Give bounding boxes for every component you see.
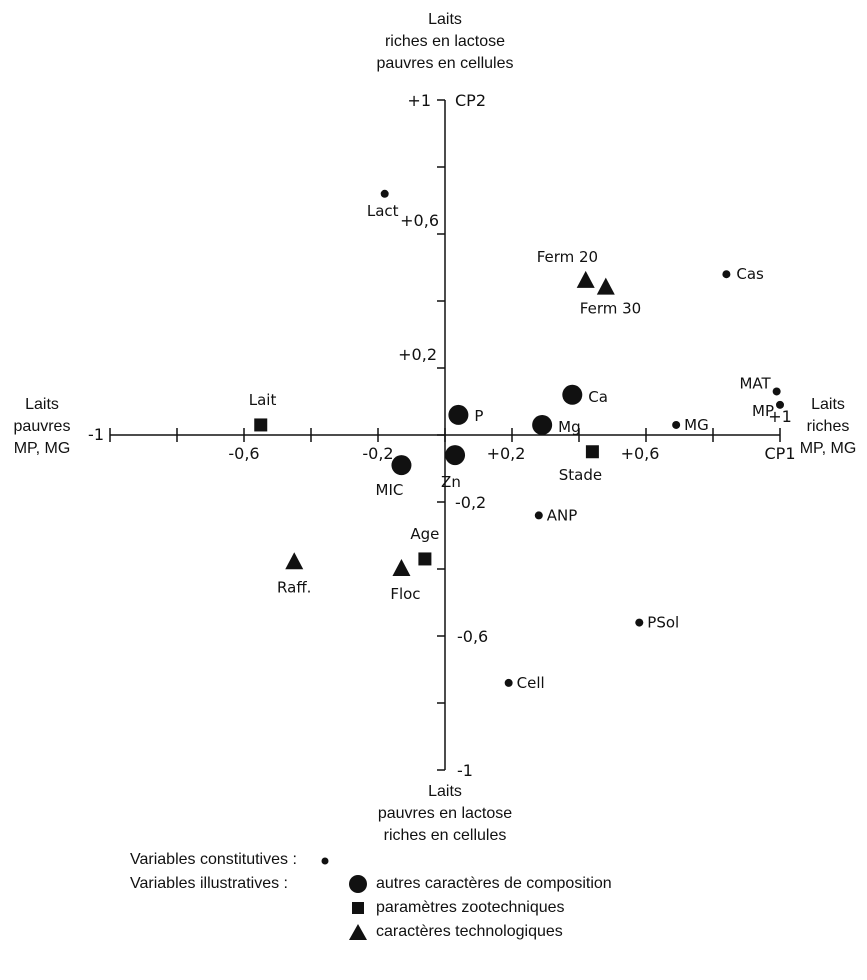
legend-row-composition: Variables illustratives : autres caractè… [130, 872, 730, 896]
legend-item-technological: caractères technologiques [376, 923, 563, 940]
point-raff- [285, 552, 304, 570]
point-label: MAT [739, 374, 771, 392]
top-pole-label: pauvres en cellules [377, 55, 514, 72]
right-pole-label: MP, MG [800, 440, 857, 457]
point-label: Ferm 30 [580, 300, 641, 318]
point-label: Age [410, 525, 439, 543]
right-pole-label: Laits [811, 396, 845, 413]
x-tick-label: -0,6 [228, 444, 259, 463]
tick-labels: -1 -0,6 -0,2 +0,2 +0,6 +1 +1 +0,6 +0,2 -0,2 -0,6 -1… [88, 91, 795, 780]
legend-row-zootechnical: paramètres zootechniques [130, 896, 730, 920]
point-label: Raff. [277, 578, 311, 596]
point-label: MIC [376, 481, 404, 499]
y-tick-label: +1 [407, 91, 431, 110]
top-pole-label: riches en lactose [385, 33, 505, 50]
y-tick-label: +0,2 [398, 345, 437, 364]
point-age [418, 552, 432, 566]
point-ferm-20 [576, 270, 595, 288]
point-label: Zn [441, 473, 461, 491]
point-cas [722, 270, 731, 279]
pole-labels: Laits riches en lactose pauvres en cellule… [14, 11, 857, 840]
legend-item-composition: autres caractères de composition [376, 875, 612, 892]
point-label: Floc [390, 585, 420, 603]
axes [109, 99, 781, 771]
legend-item-zootechnical: paramètres zootechniques [376, 899, 565, 916]
legend-illustrative-label: Variables illustratives : [130, 875, 288, 892]
y-tick-label: +0,6 [400, 211, 439, 230]
point-label: MP [752, 402, 774, 420]
point-floc [392, 559, 411, 576]
legend: Variables constitutives : Variables illu… [130, 848, 730, 944]
bottom-pole-label: riches en cellules [384, 827, 507, 840]
legend-row-technological: caractères technologiques [130, 920, 730, 944]
point-mat [772, 387, 781, 396]
left-pole-label: Laits [25, 396, 59, 413]
point-psol [635, 618, 644, 627]
point-label: Cas [736, 265, 764, 283]
x-tick-label: +0,2 [487, 444, 526, 463]
triangle-icon [349, 924, 367, 940]
point-label: Stade [559, 466, 602, 484]
point-label: P [474, 407, 483, 425]
x-tick-label: +0,6 [621, 444, 660, 463]
point-label: ANP [547, 506, 578, 524]
point-label: Mg [558, 418, 580, 436]
y-tick-label: -0,6 [457, 627, 488, 646]
point-label: Ferm 20 [537, 248, 598, 266]
point-label: Lait [249, 391, 277, 409]
point-label: Ca [588, 388, 608, 406]
bottom-pole-label: pauvres en lactose [378, 805, 512, 822]
square-icon [352, 902, 364, 914]
y-axis-name: CP2 [455, 91, 486, 110]
point-mic [391, 455, 412, 476]
point-lact [380, 189, 389, 198]
point-stade [585, 445, 599, 459]
point-label: PSol [647, 614, 679, 632]
point-mp [776, 400, 784, 409]
point-ca [562, 384, 583, 405]
point-ferm-30 [596, 277, 615, 295]
small-dot-icon [321, 857, 329, 865]
point-p [448, 404, 469, 425]
x-axis-name: CP1 [765, 444, 796, 463]
x-tick-label: -1 [88, 425, 104, 444]
y-tick-label: -1 [457, 761, 473, 780]
legend-constitutive-label: Variables constitutives : [130, 851, 297, 868]
point-mg [532, 414, 553, 435]
left-pole-label: MP, MG [14, 440, 71, 457]
point-label: MG [684, 416, 709, 434]
point-anp [534, 511, 543, 520]
point-cell [504, 678, 513, 687]
data-points: Lact Cas MAT MP MG ANP PSol Cell P Ca Mg MIC Zn Lait S… [249, 189, 784, 692]
top-pole-label: Laits [428, 11, 462, 28]
point-label: Cell [517, 674, 545, 692]
point-zn [445, 445, 466, 466]
left-pole-label: pauvres [14, 418, 71, 435]
right-pole-label: riches [807, 418, 850, 435]
x-tick-label: -0,2 [362, 444, 393, 463]
pca-chart: -1 -0,6 -0,2 +0,2 +0,6 +1 +1 +0,6 +0,2 -0,2 -0,6 -1… [14, 11, 857, 840]
y-tick-label: -0,2 [455, 493, 486, 512]
large-dot-icon [349, 875, 367, 893]
point-label: Lact [367, 202, 399, 220]
point-lait [254, 418, 268, 432]
point-mg [672, 420, 681, 429]
bottom-pole-label: Laits [428, 783, 462, 800]
x-tick-label: +1 [768, 407, 792, 426]
legend-row-constitutive: Variables constitutives : [130, 848, 730, 872]
